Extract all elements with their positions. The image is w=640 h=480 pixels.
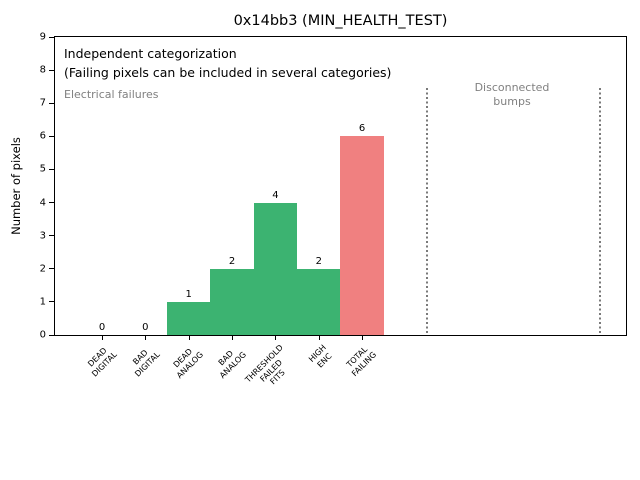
x-tick-label-text: TOTAL FAILING	[345, 344, 379, 378]
y-tick-label: 0	[39, 329, 46, 341]
bar	[210, 268, 254, 335]
y-tick-label: 5	[39, 163, 46, 175]
x-tick-label-text: HIGH ENC	[307, 343, 334, 370]
x-tick-label-text: DEAD ANALOG	[171, 346, 205, 380]
bar-value-label: 2	[315, 255, 322, 267]
dotted-separator-line	[426, 88, 428, 335]
y-tick-label: 8	[39, 64, 46, 76]
y-tick-mark	[49, 235, 54, 237]
disconnected-bumps-label: Disconnected bumps	[474, 81, 550, 108]
y-tick-label: 3	[39, 230, 46, 242]
x-tick-mark	[362, 335, 364, 340]
y-tick-mark	[49, 36, 54, 38]
bar-value-label: 0	[142, 322, 149, 333]
x-tick-mark	[275, 335, 277, 340]
bar-value-label: 4	[272, 189, 279, 201]
chart-title: 0x14bb3 (MIN_HEALTH_TEST)	[233, 13, 448, 29]
x-tick-label-text: BAD ANALOG	[217, 348, 249, 380]
dotted-separator-line	[599, 88, 601, 335]
y-axis-label: Number of pixels	[9, 137, 23, 235]
x-tick-mark	[232, 335, 234, 340]
electrical-failures-label: Electrical failures	[64, 88, 159, 101]
y-tick-label: 6	[39, 130, 46, 142]
y-tick-label: 9	[39, 31, 46, 43]
x-tick-mark	[145, 335, 147, 340]
bar-value-label: 0	[98, 322, 106, 333]
y-tick-label: 2	[39, 263, 46, 275]
y-tick-mark	[49, 69, 54, 71]
x-tick-mark	[188, 335, 190, 340]
x-tick-label-text: DEAD DIGITAL	[85, 345, 119, 379]
annotation-note-line2: (Failing pixels can be included in sever…	[64, 65, 392, 80]
y-tick-label: 4	[39, 197, 46, 209]
bar	[167, 301, 211, 335]
x-tick-mark	[102, 335, 103, 340]
bar	[340, 136, 384, 335]
y-tick-mark	[49, 268, 54, 270]
y-tick-label: 7	[39, 97, 46, 109]
annotation-note-line1: Independent categorization	[64, 46, 237, 61]
y-tick-mark	[49, 334, 54, 336]
bar-value-label: 2	[228, 255, 236, 267]
y-tick-mark	[49, 168, 54, 170]
bar-value-label: 1	[185, 288, 192, 300]
y-tick-mark	[49, 135, 54, 137]
y-tick-mark	[49, 301, 54, 303]
bar	[297, 268, 341, 335]
bar-value-label: 6	[358, 123, 366, 135]
x-tick-label-text: THRESHOLD FAILED FITS	[243, 343, 287, 387]
y-tick-mark	[49, 102, 54, 104]
x-tick-label-text: BAD DIGITAL	[131, 348, 162, 379]
y-tick-mark	[49, 202, 54, 204]
x-tick-mark	[318, 335, 320, 340]
bar	[253, 202, 298, 335]
plot-area: Independent categorization (Failing pixe…	[54, 36, 627, 336]
y-tick-label: 1	[39, 296, 46, 308]
